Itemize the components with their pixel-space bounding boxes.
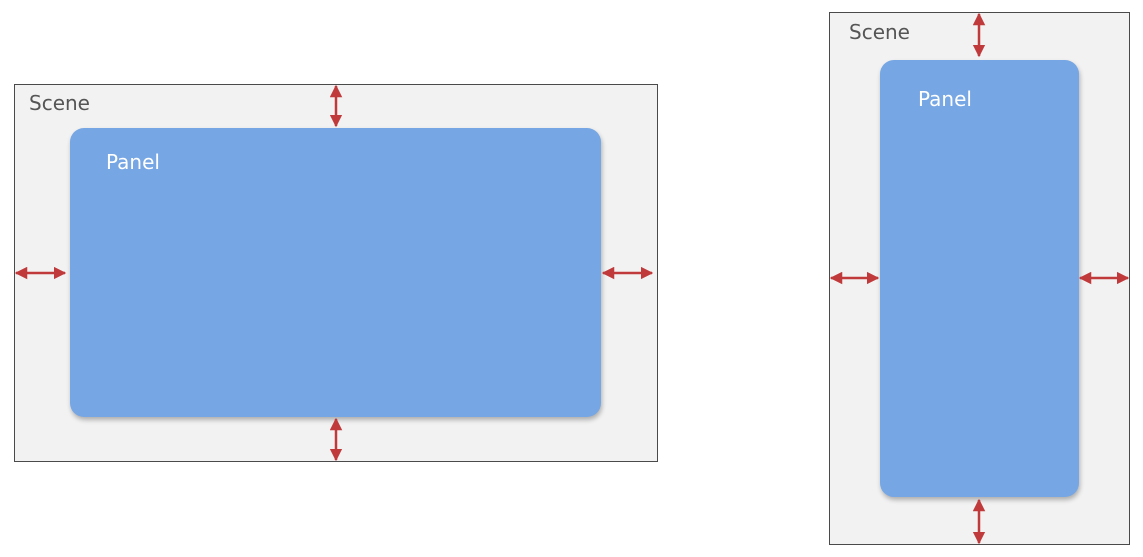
portrait-scene-label: Scene <box>849 20 910 44</box>
portrait-panel-label: Panel <box>918 87 972 111</box>
portrait-panel: Panel <box>880 60 1079 497</box>
landscape-scene-label: Scene <box>29 91 90 115</box>
landscape-panel: Panel <box>70 128 601 417</box>
landscape-panel-label: Panel <box>106 150 160 174</box>
landscape-scene: Scene Panel <box>14 84 658 462</box>
